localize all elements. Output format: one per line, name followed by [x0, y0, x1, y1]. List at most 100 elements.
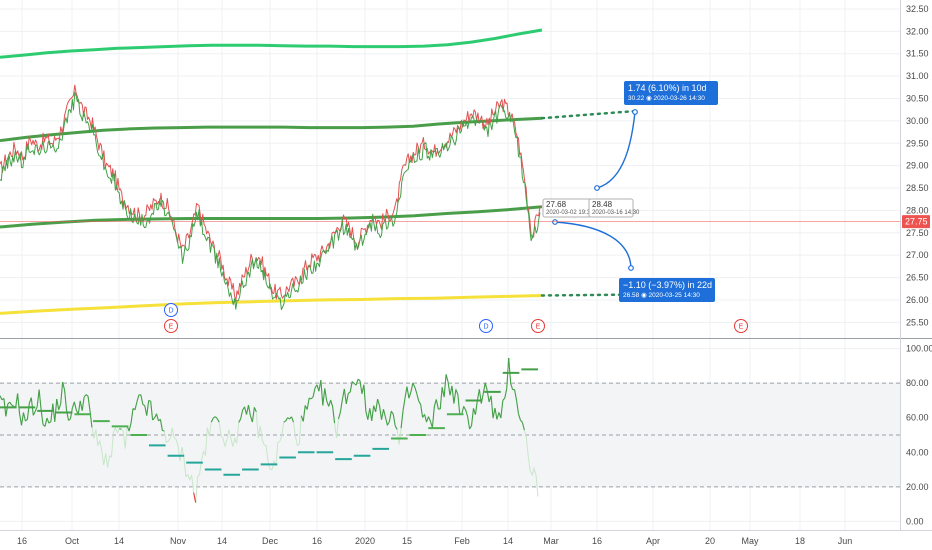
oscillator-segment: [238, 418, 242, 423]
oscillator-segment: [474, 400, 478, 415]
oscillator-segment: [150, 401, 154, 421]
oscillator-segment: [502, 397, 506, 401]
oscillator-segment: [469, 425, 472, 430]
oscillator-segment: [386, 421, 390, 426]
x-tick-label: 16: [592, 536, 602, 546]
osc-y-tick-label: 60.00: [906, 413, 929, 423]
oscillator-segment: [253, 407, 257, 412]
x-tick-label: Nov: [170, 536, 187, 546]
oscillator-segment: [193, 492, 197, 503]
oscillator-segment: [26, 403, 30, 420]
oscillator-segment: [470, 408, 475, 426]
moving-average-line: [0, 205, 543, 229]
y-tick-label: 31.50: [906, 49, 929, 59]
oscillator-segment: [328, 399, 332, 407]
oscillator-segment: [148, 399, 151, 402]
moving-average-line: [0, 294, 543, 315]
osc-y-tick-label: 0.00: [906, 516, 924, 526]
oscillator-segment: [384, 416, 388, 426]
oscillator-segment: [5, 403, 9, 417]
oscillator-segment: [447, 381, 451, 396]
event-badge-label: E: [739, 324, 744, 331]
oscillator-segment: [520, 419, 523, 423]
oscillator-segment: [406, 386, 410, 399]
oscillator-segment: [463, 406, 467, 411]
event-badge-circle: [164, 319, 178, 333]
oscillator-segment: [77, 400, 81, 415]
y-tick-label: 25.50: [906, 317, 929, 327]
y-tick-label: 32.00: [906, 26, 929, 36]
event-badge-circle: [479, 319, 493, 333]
oscillator-segment: [247, 404, 251, 416]
oscillator-segment: [476, 389, 480, 401]
oscillator-segment: [136, 394, 140, 402]
point-note-value: 28.48: [592, 200, 613, 209]
oscillator-segment: [244, 406, 248, 415]
oscillator-segment: [337, 411, 341, 420]
moving-average-line: [0, 28, 543, 59]
oscillator-segment: [416, 393, 420, 402]
oscillator-segment: [426, 416, 429, 423]
oscillator-segment: [349, 381, 353, 393]
oscillator-segment: [308, 397, 312, 400]
point-note-date: 2020-03-02 19:30: [546, 210, 594, 216]
oscillator-segment: [412, 382, 416, 388]
event-badge-circle: [734, 319, 748, 333]
oscillator-segment: [521, 422, 525, 431]
oscillator-segment: [439, 387, 443, 410]
oscillator-segment: [68, 418, 71, 421]
forecast-anchor-point: [628, 265, 634, 271]
y-tick-label: 26.00: [906, 295, 929, 305]
event-badge-circle: [164, 303, 178, 317]
oscillator-segment: [371, 405, 375, 421]
y-tick-label: 31.00: [906, 71, 929, 81]
x-tick-label: Dec: [262, 536, 279, 546]
oscillator-segment: [19, 413, 23, 426]
oscillator-segment: [159, 419, 163, 431]
oscillator-segment: [212, 416, 216, 419]
x-tick-label: 14: [217, 536, 227, 546]
event-badge-label: D: [483, 324, 488, 331]
oscillator-segment: [312, 387, 316, 398]
oscillator-segment: [216, 418, 220, 423]
oscillator-segment: [379, 405, 383, 420]
y-tick-label: 27.00: [906, 250, 929, 260]
oscillator-segment: [58, 404, 62, 410]
oscillator-segment: [410, 383, 414, 393]
oscillator-segment: [210, 417, 214, 423]
forecast-curve-down: [554, 221, 632, 269]
oscillator-segment: [134, 401, 138, 410]
oscillator-segment: [40, 409, 44, 425]
oscillator-segment: [347, 391, 351, 394]
y-tick-label: 28.50: [906, 183, 929, 193]
forecast-anchor-point: [594, 185, 600, 191]
oscillator-segment: [251, 407, 255, 423]
oscillator-segment: [22, 412, 26, 422]
oscillator-segment: [363, 384, 367, 412]
oscillator-segment: [380, 409, 385, 420]
oscillator-segment: [25, 419, 28, 422]
oscillator-segment: [345, 393, 349, 405]
oscillator-segment: [494, 407, 498, 420]
x-tick-label: Mar: [543, 536, 559, 546]
x-tick-label: 14: [114, 536, 124, 546]
y-tick-label: 32.50: [906, 4, 929, 14]
oscillator-segment: [443, 374, 447, 398]
oscillator-segment: [9, 401, 13, 406]
oscillator-segment: [73, 401, 77, 411]
oscillator-segment: [517, 413, 521, 421]
event-badge-label: D: [168, 308, 173, 315]
oscillator-segment: [320, 380, 324, 406]
forecast-label-title: 1.74 (6.10%) in 10d: [628, 83, 707, 93]
oscillator-segment: [17, 393, 21, 414]
y-tick-label: 30.50: [906, 93, 929, 103]
oscillator-segment: [359, 380, 363, 394]
oscillator-segment: [310, 396, 314, 400]
moving-averages: [0, 28, 637, 315]
oscillator-segment: [490, 395, 494, 419]
oscillator-segment: [461, 406, 465, 415]
oscillator-segment: [128, 422, 132, 432]
oscillator-segment: [404, 386, 408, 399]
